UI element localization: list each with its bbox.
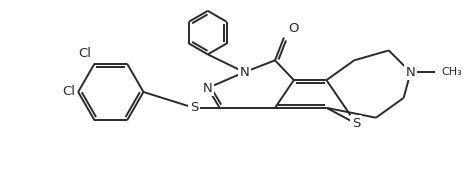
Text: N: N	[203, 82, 213, 94]
Text: N: N	[239, 66, 249, 79]
Text: S: S	[190, 101, 198, 114]
Text: Cl: Cl	[79, 47, 92, 60]
Text: Cl: Cl	[62, 86, 75, 98]
Text: O: O	[288, 22, 299, 35]
Text: CH₃: CH₃	[441, 67, 462, 77]
Text: N: N	[405, 66, 415, 79]
Text: S: S	[352, 117, 360, 130]
